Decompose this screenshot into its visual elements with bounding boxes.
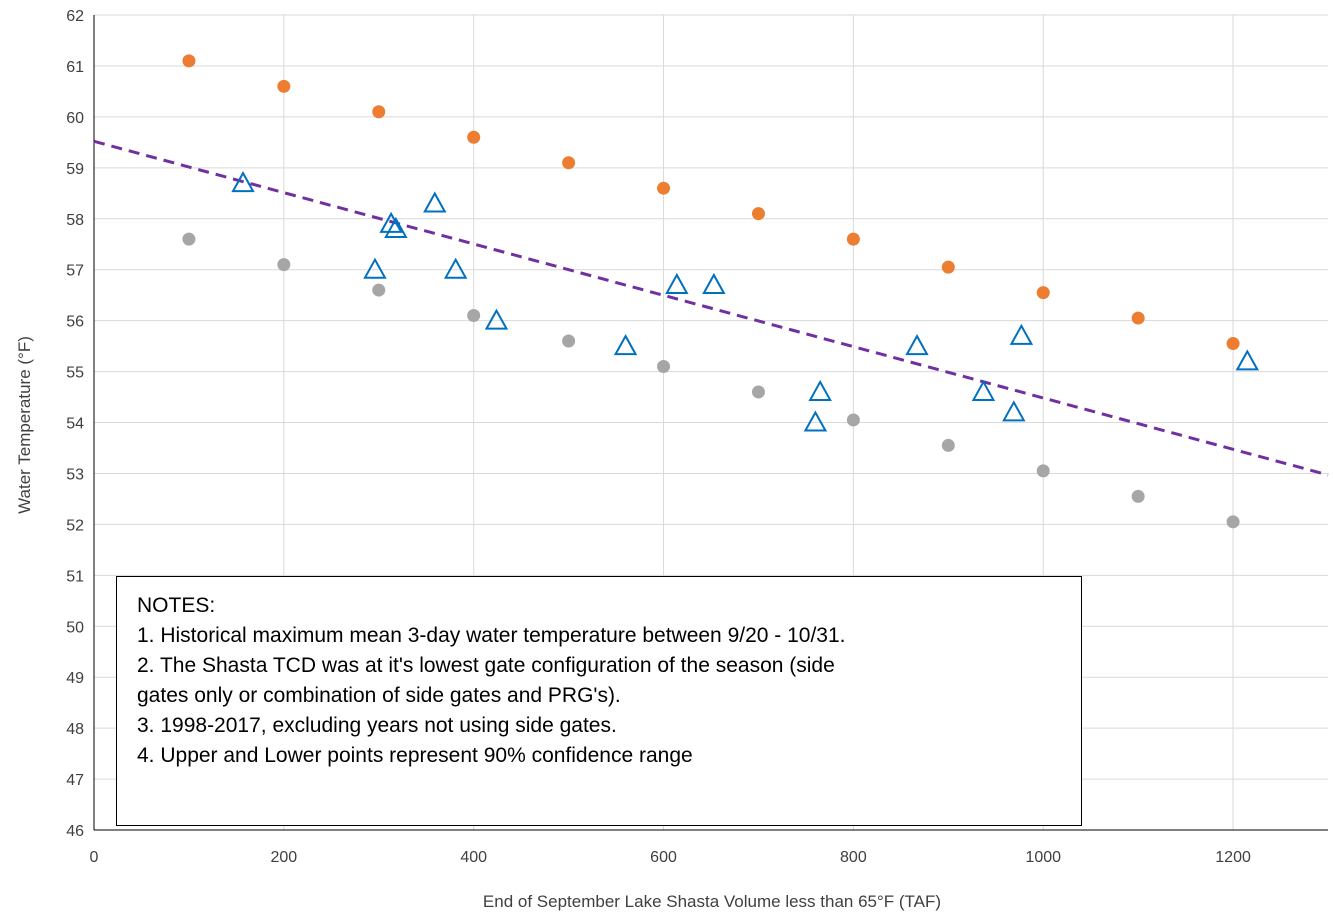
- data-point-triangle: [665, 272, 689, 294]
- x-tick-labels: 0 200 400 600 800 1000 1200: [90, 849, 1251, 866]
- y-tick-label: 60: [66, 110, 84, 127]
- data-point-circle: [751, 207, 765, 221]
- note-line-4: 3. 1998-2017, excluding years not using …: [137, 714, 617, 737]
- data-point-triangle: [803, 410, 828, 432]
- trendline-layer: [93, 139, 1329, 477]
- y-tick-label: 47: [66, 772, 84, 789]
- y-tick-label: 62: [66, 8, 84, 25]
- y-tick-label: 46: [66, 823, 84, 840]
- y-tick-label: 53: [66, 466, 84, 483]
- data-point-triangle: [613, 334, 638, 356]
- data-point-circle: [846, 413, 860, 427]
- note-line-5: 4. Upper and Lower points represent 90% …: [137, 744, 693, 767]
- y-tick-label: 57: [66, 263, 84, 280]
- data-point-circle: [467, 309, 481, 323]
- x-tick-label: 800: [840, 849, 867, 866]
- data-point-circle: [467, 130, 481, 144]
- x-tick-label: 200: [270, 849, 297, 866]
- data-point-triangle: [363, 257, 387, 279]
- data-point-circle: [1226, 515, 1240, 529]
- data-point-triangle: [379, 211, 403, 233]
- note-line-1: 1. Historical maximum mean 3-day water t…: [137, 624, 846, 647]
- data-point-triangle: [905, 334, 929, 356]
- data-point-circle: [1131, 311, 1145, 325]
- data-point-circle: [1036, 286, 1050, 300]
- y-tick-label: 50: [66, 619, 84, 636]
- axes: [93, 15, 1328, 831]
- data-point-circle: [372, 283, 386, 297]
- y-tick-label: 55: [66, 365, 84, 382]
- x-tick-label: 400: [460, 849, 487, 866]
- data-point-triangle: [808, 379, 832, 401]
- x-tick-label: 0: [90, 849, 99, 866]
- note-line-2: 2. The Shasta TCD was at it's lowest gat…: [137, 654, 835, 677]
- data-point-triangle: [1235, 349, 1260, 371]
- x-tick-label: 1000: [1025, 849, 1061, 866]
- notes-heading: NOTES:: [137, 594, 216, 617]
- data-point-circle: [562, 334, 576, 348]
- data-point-circle: [1131, 489, 1145, 503]
- y-tick-label: 59: [66, 161, 84, 178]
- data-point-triangle: [231, 171, 255, 193]
- data-point-triangle: [384, 216, 408, 238]
- data-point-circle: [1226, 337, 1240, 351]
- note-line-3: gates only or combination of side gates …: [137, 684, 621, 707]
- y-tick-label: 52: [66, 517, 84, 534]
- data-point-circle: [846, 232, 860, 246]
- data-points: [182, 54, 1260, 529]
- y-tick-label: 49: [66, 670, 84, 687]
- y-tick-label: 56: [66, 314, 84, 331]
- data-point-circle: [657, 359, 671, 373]
- data-point-triangle: [1002, 400, 1026, 422]
- data-point-circle: [277, 258, 291, 272]
- y-tick-labels: 46 47 48 49 50 51 52 53 54 55 56 57 58 59 60 61 62: [66, 8, 84, 840]
- data-point-circle: [751, 385, 765, 399]
- data-point-circle: [941, 438, 955, 452]
- y-tick-label: 61: [66, 59, 84, 76]
- notes-box: NOTES: 1. Historical maximum mean 3-day …: [116, 576, 1082, 826]
- gridlines: [94, 14, 1328, 830]
- data-point-circle: [657, 181, 671, 195]
- data-point-triangle: [702, 272, 726, 294]
- y-tick-label: 54: [66, 416, 84, 433]
- data-point-triangle: [1009, 323, 1034, 345]
- y-tick-label: 51: [66, 568, 84, 585]
- trendline: [93, 139, 1329, 477]
- data-point-triangle: [971, 379, 996, 401]
- data-point-triangle: [423, 191, 447, 213]
- data-point-circle: [372, 105, 386, 119]
- data-point-circle: [182, 54, 196, 68]
- data-point-circle: [1036, 464, 1050, 478]
- x-tick-label: 600: [650, 849, 677, 866]
- data-point-circle: [182, 232, 196, 246]
- x-axis-label: End of September Lake Shasta Volume less…: [483, 892, 941, 911]
- y-axis-label: Water Temperature (°F): [15, 336, 34, 514]
- data-point-circle: [562, 156, 576, 170]
- x-tick-label: 1200: [1215, 849, 1251, 866]
- data-point-triangle: [443, 257, 468, 279]
- data-point-circle: [277, 79, 291, 93]
- y-tick-label: 58: [66, 212, 84, 229]
- data-point-triangle: [484, 308, 509, 330]
- data-point-circle: [941, 260, 955, 274]
- y-tick-label: 48: [66, 721, 84, 738]
